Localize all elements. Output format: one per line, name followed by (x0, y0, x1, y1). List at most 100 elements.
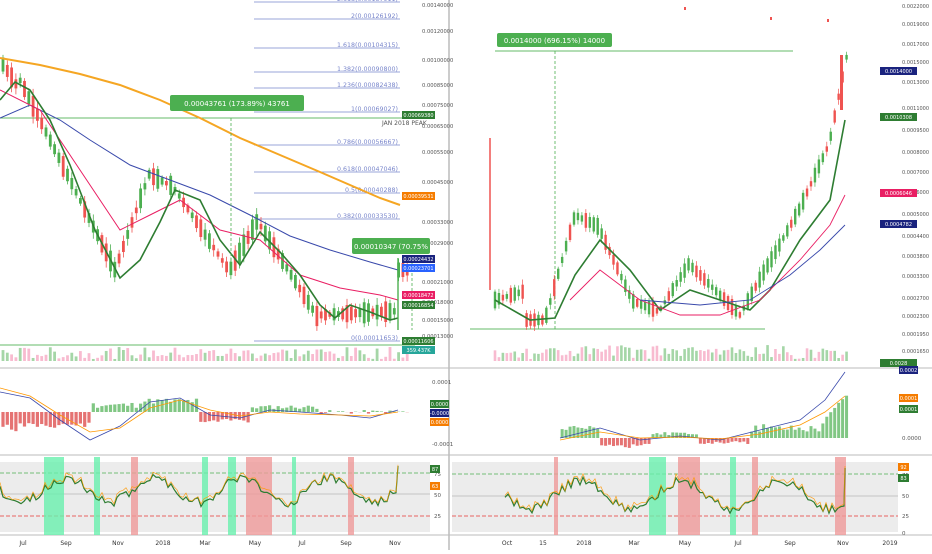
left-rsi-highlight (131, 457, 138, 535)
left-macd-bar (182, 400, 185, 412)
left-candle-body (208, 233, 211, 249)
left-volume-bar (70, 353, 73, 361)
left-candle-body (320, 311, 323, 318)
right-x-tick: Nov (837, 540, 849, 547)
right-volume-bar (833, 351, 836, 361)
right-macd-bar (786, 430, 789, 438)
left-volume-bar (264, 354, 267, 361)
right-candle-body (581, 215, 583, 221)
left-price-tick: 0.00085000 (422, 83, 453, 89)
right-candle-body (632, 294, 634, 308)
left-macd-bar (53, 412, 56, 428)
right-price-tick: 0.0022000 (902, 4, 929, 10)
right-candle-body (719, 291, 721, 300)
right-macd-bar (612, 438, 615, 446)
left-rsi-highlight (246, 457, 272, 535)
left-volume-bar (221, 356, 224, 361)
left-candle-body (285, 264, 288, 271)
left-volume-bar (384, 357, 387, 361)
left-volume-bar (247, 350, 250, 361)
left-volume-bar (397, 352, 400, 361)
left-candle-body (126, 230, 129, 239)
left-candle-body (131, 217, 134, 227)
right-x-tick: 15 (539, 540, 547, 547)
left-candle-body (199, 219, 202, 237)
right-candle-body (806, 189, 808, 197)
left-candle-body (238, 243, 241, 263)
left-price-label: 0.00023701 (403, 266, 433, 272)
right-candle-body (837, 94, 839, 100)
right-candle-body (510, 288, 512, 303)
left-volume-bar (328, 351, 331, 361)
right-volume-bar (640, 349, 643, 361)
right-x-tick: 2019 (882, 540, 897, 547)
right-x-tick: Sep (784, 540, 796, 547)
left-volume-bar (225, 354, 228, 361)
left-volume-bar (19, 348, 22, 361)
left-candle-body (152, 168, 155, 185)
right-candle-body (830, 132, 832, 141)
left-volume-bar (354, 348, 357, 361)
right-macd-bar (608, 438, 611, 445)
left-rsi-highlight (292, 457, 296, 535)
left-macd-bar (130, 403, 133, 412)
right-volume-bar (691, 347, 694, 361)
left-volume-bar (118, 347, 121, 361)
left-candle-body (19, 78, 22, 83)
right-volume-bar (565, 355, 568, 361)
left-macd-bar (307, 406, 310, 412)
right-macd-bar (561, 429, 564, 438)
left-price-label: 359.437K (407, 348, 432, 354)
left-volume-bar (191, 355, 194, 361)
right-volume-bar (596, 349, 599, 361)
right-volume-bar (608, 346, 611, 361)
left-volume-bar (290, 358, 293, 361)
right-volume-bar (569, 351, 572, 361)
left-volume-bar (303, 354, 306, 361)
right-candle-body (818, 159, 820, 173)
left-volume-bar (36, 355, 39, 361)
left-candle-body (311, 306, 314, 313)
right-macd-bar (738, 438, 741, 442)
right-candle-body (845, 55, 847, 60)
fib-label: 2(0.00126192) (351, 13, 398, 20)
right-volume-bar (510, 353, 513, 361)
right-volume-bar (652, 346, 655, 361)
right-macd-bar (573, 426, 576, 438)
right-macd-bar (810, 426, 813, 438)
right-candle-body (711, 285, 713, 290)
right-macd-tick: 0.0000 (902, 436, 922, 442)
left-volume-bar (324, 352, 327, 361)
right-volume-bar (541, 353, 544, 361)
left-annotation-2: 0.00010347 (70.75% (354, 243, 428, 251)
left-volume-bar (260, 356, 263, 361)
left-volume-bar (337, 358, 340, 361)
right-x-tick: Mar (628, 540, 640, 547)
left-volume-bar (346, 347, 349, 361)
left-macd-bar (337, 411, 340, 412)
left-macd-bar (268, 405, 271, 412)
right-macd-bar (620, 438, 623, 445)
right-price-tick: 0.0008000 (902, 150, 929, 156)
left-macd-bar (350, 412, 353, 414)
left-volume-bar (230, 349, 233, 361)
left-macd-bar (178, 399, 181, 412)
left-volume-bar (40, 356, 43, 361)
left-price-tick: 0.00021000 (422, 280, 453, 286)
right-volume-bar (656, 346, 659, 361)
right-macd-bar (821, 423, 824, 438)
right-volume-bar (581, 347, 584, 361)
left-candle-body (62, 156, 65, 177)
left-candle-body (290, 270, 293, 280)
right-price-tick: 0.0015000 (902, 60, 929, 66)
left-x-tick: Sep (340, 540, 352, 547)
left-candle-body (58, 153, 61, 163)
right-macd-bar (802, 430, 805, 438)
fib-label: 1.236(0.00082438) (337, 82, 398, 89)
left-volume-bar (152, 351, 155, 361)
left-macd-bar (87, 412, 90, 423)
left-macd-bar (161, 400, 164, 412)
left-candle-body (178, 193, 181, 198)
right-rsi-band (452, 462, 898, 532)
left-macd-bar (169, 402, 172, 412)
